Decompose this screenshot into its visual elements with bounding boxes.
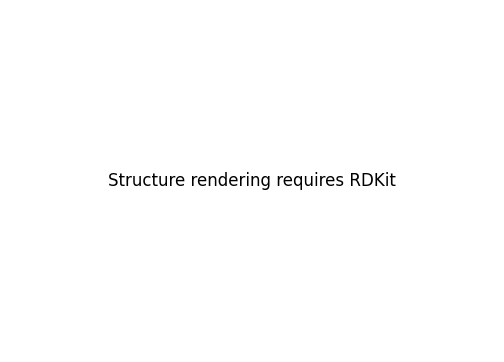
Text: Structure rendering requires RDKit: Structure rendering requires RDKit xyxy=(108,172,396,190)
